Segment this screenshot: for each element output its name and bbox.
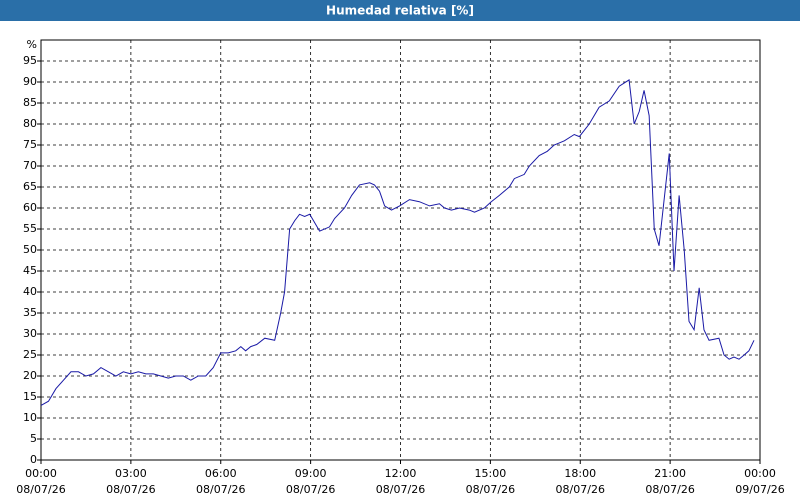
x-tick-date: 08/07/26 [645,483,694,496]
y-tick-label: 10 [23,411,37,424]
x-tick-label: 00:00 [744,467,776,480]
x-tick-label: 15:00 [475,467,507,480]
x-tick-date: 08/07/26 [106,483,155,496]
y-tick-label: 40 [23,285,37,298]
x-tick-date: 08/07/26 [16,483,65,496]
y-tick-label: 90 [23,75,37,88]
x-tick-label: 09:00 [295,467,327,480]
title-bar [0,0,800,21]
x-tick-label: 00:00 [25,467,57,480]
x-tick-date: 08/07/26 [196,483,245,496]
y-tick-label: 65 [23,180,37,193]
chart-title: Humedad relativa [%] [326,4,474,18]
y-tick-label: 35 [23,306,37,319]
x-tick-date: 09/07/26 [735,483,784,496]
y-tick-label: 15 [23,390,37,403]
x-tick-label: 12:00 [385,467,417,480]
x-tick-date: 08/07/26 [286,483,335,496]
y-tick-label: 55 [23,222,37,235]
x-tick-date: 08/07/26 [466,483,515,496]
y-tick-label: 5 [30,432,37,445]
y-tick-label: 75 [23,138,37,151]
y-tick-label: 95 [23,54,37,67]
y-tick-label: 80 [23,117,37,130]
data-line [40,79,755,406]
x-tick-date: 08/07/26 [556,483,605,496]
x-tick-label: 18:00 [564,467,596,480]
y-tick-label: 70 [23,159,37,172]
y-unit: % [27,38,37,51]
y-tick-label: 85 [23,96,37,109]
y-tick-label: 45 [23,264,37,277]
y-tick-label: 25 [23,348,37,361]
plot-border [40,39,761,461]
y-tick-label: 20 [23,369,37,382]
y-tick-label: 30 [23,327,37,340]
x-tick-label: 06:00 [205,467,237,480]
y-tick-label: 0 [30,453,37,466]
y-tick-label: 50 [23,243,37,256]
y-tick-label: 60 [23,201,37,214]
x-tick-date: 08/07/26 [376,483,425,496]
x-tick-label: 21:00 [654,467,686,480]
x-tick-label: 03:00 [115,467,147,480]
